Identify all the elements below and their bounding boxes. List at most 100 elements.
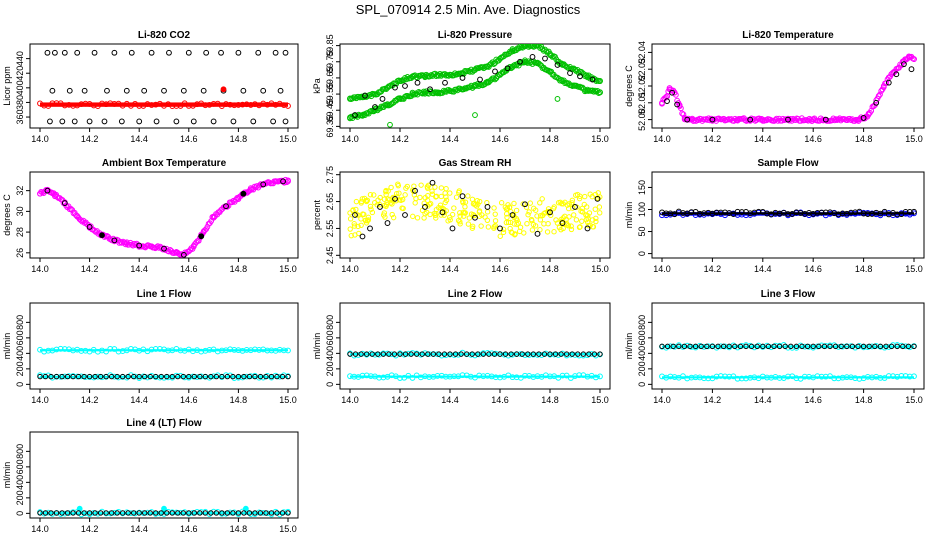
data-point: [509, 212, 516, 218]
data-point: [534, 373, 541, 380]
data-point: [198, 233, 205, 240]
data-point: [898, 373, 905, 379]
data-point: [877, 343, 884, 350]
data-point: [369, 351, 375, 357]
data-point: [848, 209, 854, 216]
data-point: [61, 49, 68, 56]
y-axis-label: ml/min: [2, 333, 12, 360]
data-point: [738, 209, 745, 215]
data-point: [276, 346, 283, 353]
data-point: [70, 102, 76, 109]
data-point: [219, 373, 225, 380]
data-point: [860, 343, 867, 350]
data-point: [827, 343, 833, 350]
data-point: [260, 181, 267, 188]
data-point: [347, 96, 353, 102]
series-0: [37, 176, 291, 258]
data-point: [902, 373, 909, 379]
data-point: [701, 375, 707, 382]
data-point: [569, 351, 575, 357]
data-point: [528, 216, 535, 223]
data-point: [556, 224, 563, 231]
data-point: [835, 116, 842, 123]
data-point: [136, 510, 142, 516]
data-point: [128, 346, 134, 352]
data-point: [368, 206, 374, 212]
data-point: [142, 510, 148, 516]
data-point: [659, 99, 665, 106]
data-point: [782, 343, 788, 350]
data-point: [484, 63, 491, 70]
data-point: [363, 198, 370, 205]
data-point: [263, 510, 269, 516]
data-point: [64, 373, 71, 380]
x-tick-label: 15.0: [591, 134, 609, 144]
data-point: [509, 374, 516, 381]
data-point: [103, 101, 110, 108]
data-point: [587, 191, 593, 197]
data-point: [202, 102, 209, 109]
data-point: [263, 373, 269, 380]
series-1: [347, 57, 603, 122]
data-point: [594, 195, 601, 202]
data-point: [350, 207, 356, 214]
data-point: [108, 510, 115, 516]
data-point: [505, 219, 512, 226]
y-tick-label: 69.35: [325, 115, 335, 138]
data-point: [224, 510, 231, 516]
data-point: [364, 218, 371, 224]
data-point: [279, 373, 286, 380]
x-tick-label: 14.8: [541, 134, 559, 144]
data-point: [161, 505, 167, 512]
data-point: [177, 509, 184, 516]
data-point: [81, 87, 88, 94]
data-point: [66, 87, 73, 94]
data-point: [422, 210, 428, 217]
data-point: [243, 373, 250, 380]
y-tick-label: 800: [637, 315, 647, 330]
plot-frame: [651, 171, 925, 259]
data-point: [386, 196, 393, 203]
data-point: [391, 351, 398, 357]
y-tick-label: 0: [637, 251, 647, 256]
data-point: [359, 372, 366, 379]
x-tick-label: 14.0: [653, 395, 671, 405]
data-point: [799, 343, 805, 350]
data-point: [235, 49, 242, 56]
data-point: [136, 103, 143, 109]
series-2: [37, 373, 291, 380]
data-point: [449, 225, 456, 232]
data-layer: [659, 208, 917, 219]
data-point: [558, 200, 565, 207]
data-point: [142, 373, 148, 380]
data-point: [748, 343, 755, 350]
data-point: [61, 373, 68, 380]
panel-temperature: Li-820 Temperature 14.0 14.2 14.4 14.6 14.8 15…: [624, 30, 925, 144]
y-tick-label: 52.04: [637, 41, 647, 64]
data-point: [472, 83, 478, 89]
data-point: [765, 343, 772, 350]
data-point: [49, 87, 56, 94]
data-point: [866, 343, 872, 350]
data-point: [169, 373, 175, 380]
data-point: [822, 116, 829, 123]
data-point: [389, 201, 395, 207]
x-tick-label: 14.8: [541, 395, 559, 405]
data-point: [352, 112, 358, 118]
data-point: [509, 63, 516, 70]
y-axis-label: ml/min: [2, 462, 12, 489]
series-2: [659, 343, 917, 350]
data-point: [537, 200, 543, 206]
data-point: [165, 347, 172, 354]
data-point: [586, 351, 592, 357]
data-point: [257, 373, 264, 380]
data-point: [563, 352, 570, 359]
data-point: [358, 200, 364, 206]
data-point: [355, 223, 361, 230]
data-point: [61, 510, 68, 517]
x-tick-label: 15.0: [905, 264, 923, 274]
data-point: [161, 374, 167, 381]
data-point: [447, 71, 453, 78]
data-point: [822, 373, 829, 380]
plot-frame: [29, 171, 299, 259]
